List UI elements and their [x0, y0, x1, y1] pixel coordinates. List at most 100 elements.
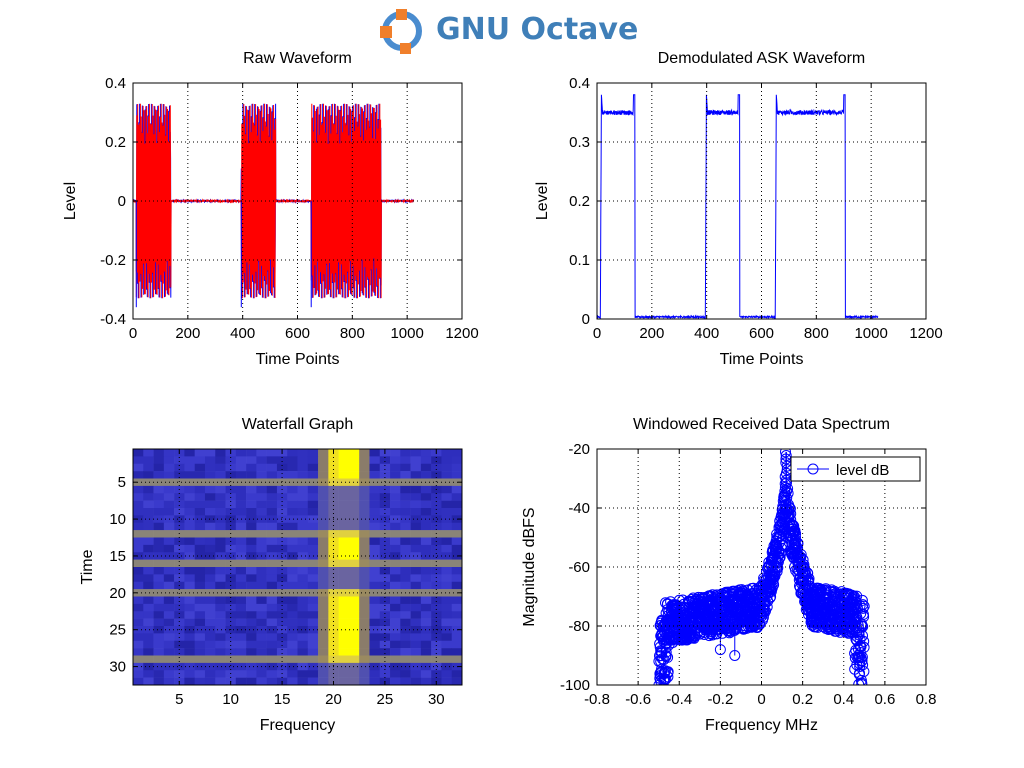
y-tick-label: 0.4	[569, 75, 590, 92]
heatmap-cell	[143, 500, 154, 509]
spectrum-point	[731, 620, 743, 632]
heatmap-cell	[410, 618, 422, 627]
heatmap-cell	[276, 544, 288, 553]
heatmap-cell	[225, 478, 237, 487]
heatmap-cell	[174, 618, 185, 627]
spectrum-point	[777, 533, 789, 545]
heatmap-cell	[194, 522, 206, 531]
heatmap-cell	[441, 544, 453, 553]
heatmap-cell	[338, 567, 350, 575]
heatmap-cell	[204, 456, 216, 465]
heatmap-cell	[256, 574, 267, 583]
heatmap-cell	[133, 626, 144, 634]
heatmap-cell	[297, 544, 309, 553]
heatmap-cell	[338, 485, 350, 494]
heatmap-cell	[338, 596, 350, 605]
heatmap-cell	[307, 670, 319, 678]
heatmap-cell	[153, 611, 165, 619]
heatmap-cell	[420, 515, 432, 524]
heatmap-cell	[163, 544, 175, 553]
heatmap-cell	[379, 567, 391, 575]
heatmap-cell	[133, 500, 144, 509]
heatmap-cell	[266, 655, 278, 664]
heatmap-cell	[287, 544, 298, 553]
heatmap-cell	[194, 596, 206, 605]
heatmap-cell	[143, 463, 154, 472]
heatmap-cell	[410, 574, 422, 583]
heatmap-cell	[400, 574, 411, 583]
heatmap-cell	[287, 471, 298, 479]
heatmap-cell	[420, 478, 432, 487]
heatmap-cell	[369, 648, 381, 656]
spectrum-point	[833, 602, 845, 613]
heatmap-cell	[451, 596, 463, 605]
heatmap-cell	[431, 463, 442, 472]
plot-area	[597, 94, 879, 319]
heatmap-cell	[194, 677, 206, 686]
heatmap-cell	[194, 493, 206, 501]
heatmap-cell	[287, 500, 298, 509]
x-tick-label: 0	[593, 325, 601, 342]
spectrum-point	[788, 548, 800, 560]
heatmap-cell	[287, 640, 298, 649]
heatmap-cell	[431, 567, 442, 575]
heatmap-cell	[297, 522, 309, 531]
heatmap-cell	[441, 670, 453, 678]
heatmap-cell	[287, 618, 298, 627]
heatmap-cell	[348, 655, 360, 664]
heatmap-cell	[328, 463, 339, 472]
heatmap-cell	[307, 537, 319, 546]
heatmap-cell	[163, 611, 175, 619]
spectrum-point	[735, 603, 747, 615]
heatmap-cell	[256, 603, 267, 612]
heatmap-cell	[215, 544, 226, 553]
heatmap-cell	[266, 456, 278, 465]
heatmap-cell	[225, 508, 237, 516]
heatmap-cell	[410, 677, 422, 686]
chart-4: -0.8 -0.6 -0.4 -0.2 0 0.2 0.4 0.6 0.8 -100 -80 -60 -…	[521, 416, 936, 734]
heatmap-cell	[143, 670, 154, 678]
heatmap-cell	[287, 611, 298, 619]
heatmap-cell	[420, 611, 432, 619]
heatmap-cell	[307, 611, 319, 619]
heatmap-cell	[153, 618, 165, 627]
heatmap-cell	[133, 655, 144, 664]
demodulated-series	[597, 94, 879, 319]
heatmap-cell	[133, 640, 144, 649]
heatmap-cell	[143, 530, 154, 538]
heatmap-cell	[297, 485, 309, 494]
heatmap-cell	[204, 500, 216, 509]
heatmap-cell	[338, 559, 350, 568]
heatmap-cell	[307, 603, 319, 612]
x-tick-label: 0.2	[792, 691, 813, 708]
heatmap-cell	[369, 485, 381, 494]
heatmap-cell	[184, 655, 195, 664]
heatmap-cell	[153, 662, 165, 671]
heatmap-cell	[390, 633, 401, 642]
heatmap-cell	[431, 515, 442, 524]
heatmap-cell	[359, 508, 370, 516]
spectrum-point	[854, 687, 864, 697]
heatmap-cell	[266, 662, 278, 671]
heatmap-cell	[307, 559, 319, 568]
spectrum-point	[709, 593, 721, 605]
heatmap-cell	[163, 655, 175, 664]
heatmap-cell	[143, 603, 154, 612]
y-tick-label: -40	[568, 500, 590, 517]
heatmap-cell	[246, 522, 257, 531]
heatmap-cell	[153, 485, 165, 494]
spectrum-point	[690, 613, 702, 625]
heatmap-cell	[256, 530, 267, 538]
heatmap-cell	[297, 574, 309, 583]
heatmap-cell	[184, 596, 195, 605]
heatmap-cell	[338, 463, 350, 472]
heatmap-cell	[194, 530, 206, 538]
heatmap-cell	[451, 648, 463, 656]
heatmap-cell	[143, 677, 154, 686]
x-tick-label: 600	[285, 325, 310, 342]
heatmap-cell	[369, 603, 381, 612]
heatmap-cell	[256, 618, 267, 627]
heatmap-cell	[451, 611, 463, 619]
heatmap-cell	[297, 603, 309, 612]
